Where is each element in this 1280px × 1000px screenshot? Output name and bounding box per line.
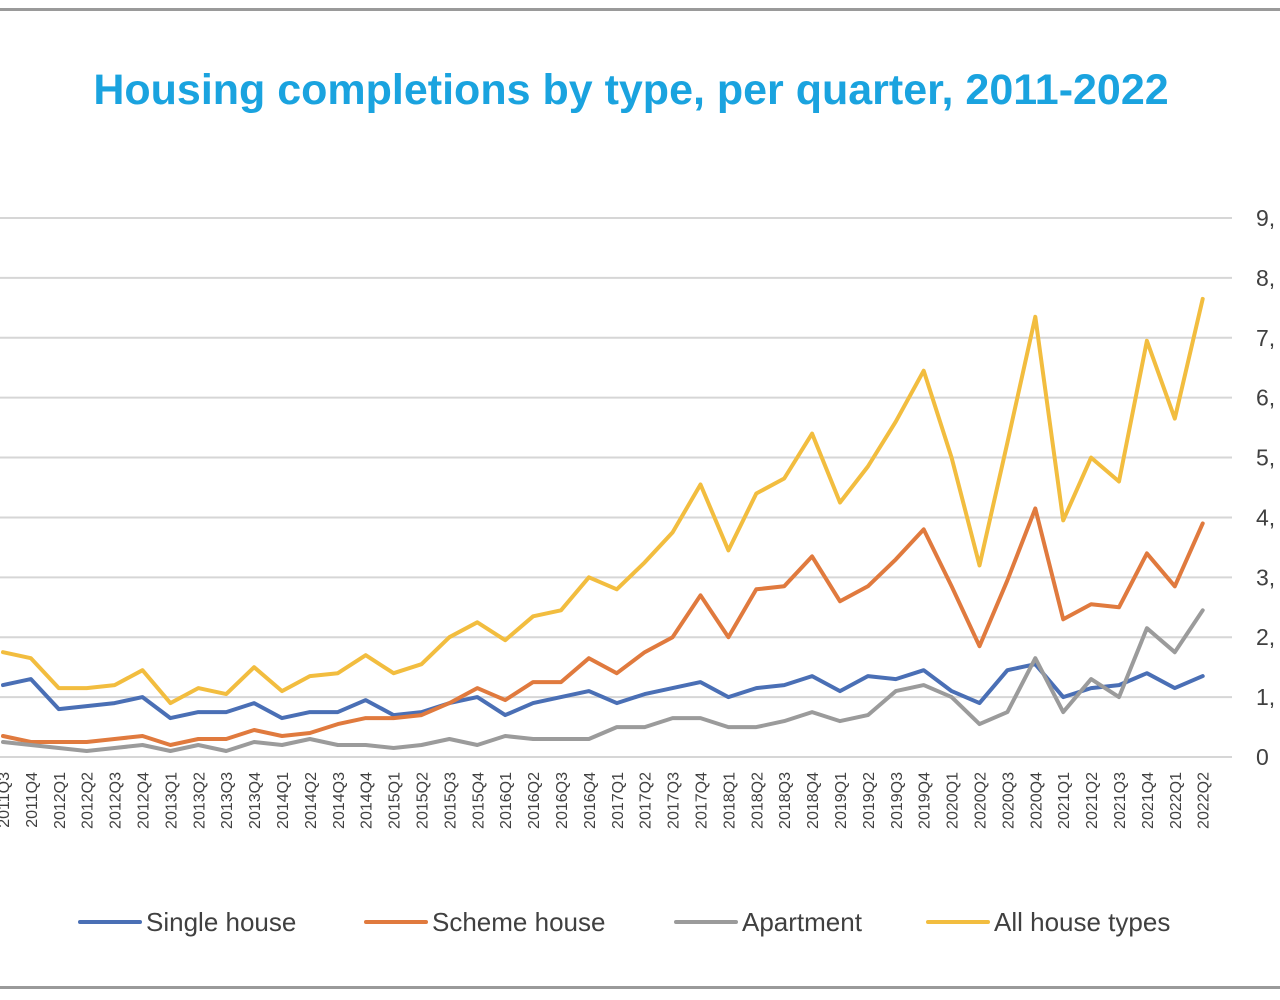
legend-label-all-house-types: All house types — [994, 906, 1171, 937]
x-tick-label: 2015Q3 — [442, 772, 459, 829]
legend: Single house Scheme house Apartment All … — [0, 902, 1280, 942]
legend-item-single-house: Single house — [78, 902, 296, 942]
legend-swatch-scheme-house — [364, 920, 428, 924]
x-tick-label: 2011Q4 — [24, 772, 41, 828]
series-line-apartment — [1, 608, 1205, 753]
x-tick-label: 2014Q3 — [331, 772, 348, 829]
x-tick-label: 2015Q4 — [470, 772, 487, 829]
x-tick-label: 2016Q2 — [526, 772, 543, 829]
x-tick-label: 2019Q2 — [861, 772, 878, 829]
x-tick-label: 2012Q4 — [136, 772, 153, 829]
x-tick-label: 2021Q1 — [1056, 772, 1073, 829]
chart-title: Housing completions by type, per quarter… — [93, 66, 1169, 114]
y-tick-label: 8, — [1256, 265, 1275, 291]
y-tick-label: 4, — [1256, 504, 1275, 530]
x-tick-label: 2019Q4 — [917, 772, 934, 829]
x-tick-label: 2022Q1 — [1168, 772, 1185, 829]
x-tick-label: 2021Q4 — [1140, 772, 1157, 829]
x-tick-label: 2012Q2 — [80, 772, 97, 829]
legend-label-apartment: Apartment — [742, 906, 862, 937]
x-tick-label: 2013Q4 — [247, 772, 264, 829]
x-tick-label: 2018Q1 — [721, 772, 738, 829]
legend-item-all-house-types: All house types — [926, 902, 1170, 942]
x-tick-label: 2012Q1 — [52, 772, 69, 829]
x-tick-label: 2018Q4 — [805, 772, 822, 829]
y-tick-label: 1, — [1256, 684, 1275, 710]
y-tick-label: 6, — [1256, 385, 1275, 411]
legend-item-apartment: Apartment — [674, 902, 862, 942]
x-tick-label: 2016Q4 — [582, 772, 599, 829]
legend-swatch-all-house-types — [926, 920, 990, 924]
legend-label-single-house: Single house — [146, 906, 297, 937]
x-tick-label: 2012Q3 — [108, 772, 125, 829]
x-tick-label: 2018Q2 — [749, 772, 766, 829]
series-line-scheme-house — [1, 506, 1205, 747]
x-tick-label: 2022Q2 — [1196, 772, 1213, 829]
x-tick-label: 2013Q2 — [191, 772, 208, 829]
series-lines — [1, 296, 1205, 753]
x-tick-label: 2016Q1 — [498, 772, 515, 829]
x-tick-label: 2020Q2 — [973, 772, 990, 829]
x-tick-label: 2017Q1 — [610, 772, 627, 829]
y-tick-label: 5, — [1256, 445, 1275, 471]
x-tick-label: 2017Q3 — [666, 772, 683, 829]
y-tick-label: 9, — [1256, 205, 1275, 231]
x-tick-label: 2021Q3 — [1112, 772, 1129, 829]
x-tick-label: 2014Q2 — [303, 772, 320, 829]
x-tick-label: 2013Q3 — [219, 772, 236, 829]
x-tick-label: 2020Q1 — [945, 772, 962, 829]
x-tick-label: 2014Q1 — [275, 772, 292, 829]
series-line-single-house — [1, 662, 1205, 721]
y-axis-ticks: 0 1, 2, 3, 4, 5, 6, 7, 8, 9, — [1256, 205, 1275, 770]
x-tick-label: 2015Q1 — [387, 772, 404, 829]
y-tick-label: 0 — [1256, 744, 1269, 770]
bottom-border — [0, 986, 1280, 989]
gridlines — [0, 217, 1232, 758]
legend-swatch-apartment — [674, 920, 738, 924]
x-tick-label: 2015Q2 — [415, 772, 432, 829]
series-line-all-house-types — [1, 296, 1205, 706]
y-tick-label: 3, — [1256, 564, 1275, 590]
legend-item-scheme-house: Scheme house — [364, 902, 605, 942]
x-tick-label: 2018Q3 — [777, 772, 794, 829]
x-tick-label: 2017Q4 — [694, 772, 711, 829]
y-tick-label: 2, — [1256, 624, 1275, 650]
x-tick-label: 2021Q2 — [1084, 772, 1101, 829]
x-tick-label: 2014Q4 — [359, 772, 376, 829]
x-tick-label: 2013Q1 — [163, 772, 180, 829]
y-tick-label: 7, — [1256, 325, 1275, 351]
x-tick-label: 2020Q3 — [1000, 772, 1017, 829]
x-tick-label: 2019Q3 — [889, 772, 906, 829]
x-tick-label: 2020Q4 — [1028, 772, 1045, 829]
x-tick-label: 2011Q3 — [0, 772, 13, 828]
legend-label-scheme-house: Scheme house — [432, 906, 606, 937]
x-tick-label: 2017Q2 — [638, 772, 655, 829]
legend-swatch-single-house — [78, 920, 142, 924]
x-tick-label: 2016Q3 — [554, 772, 571, 829]
x-axis-ticks: 2011Q3 2011Q4 2012Q1 2012Q2 2012Q3 2012Q4 2013… — [0, 772, 1213, 829]
top-border — [0, 8, 1280, 11]
x-tick-label: 2019Q1 — [833, 772, 850, 829]
